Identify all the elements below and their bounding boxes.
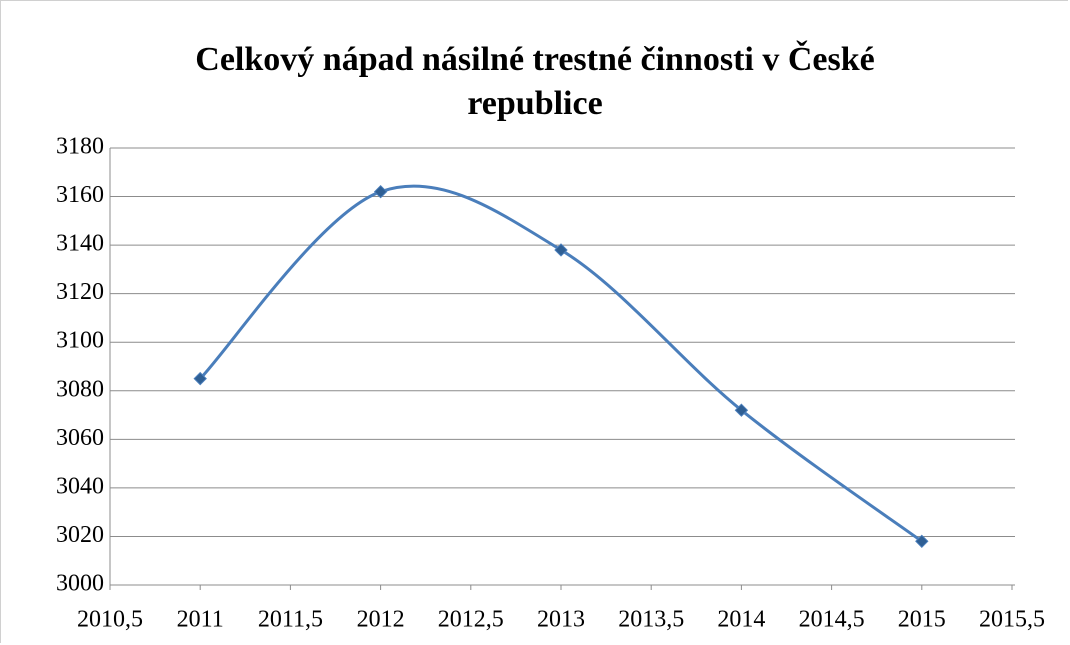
x-tick-label: 2013,5 [618,607,684,633]
x-tick-label: 2012 [357,607,405,633]
y-tick-label: 3140 [56,231,104,257]
y-tick-label: 3020 [56,522,104,548]
marker [373,184,388,199]
y-tick-label: 3040 [56,473,104,499]
x-tick-label: 2013 [537,607,585,633]
chart-title: Celkový nápad násilné trestné činnosti v… [195,41,875,122]
x-tick-label: 2011,5 [258,607,323,633]
x-tick-label: 2015,5 [979,607,1045,633]
x-tick-label: 2014 [717,607,765,633]
marker [734,403,749,417]
y-tick-label: 3100 [56,328,104,354]
marker [193,371,207,386]
x-tick-label: 2012,5 [438,607,504,633]
marker [915,534,929,549]
marker [554,243,568,257]
y-tick-label: 3060 [56,425,104,451]
x-tick-label: 2015 [898,607,946,633]
y-tick-label: 3160 [56,182,104,208]
y-tick-label: 3000 [56,571,104,597]
y-tick-label: 3080 [56,376,104,402]
y-tick-label: 3180 [56,134,104,160]
x-tick-label: 2011 [177,607,224,633]
y-tick-label: 3120 [56,279,104,305]
x-tick-label: 2010,5 [77,607,143,633]
x-tick-label: 2014,5 [799,607,865,633]
